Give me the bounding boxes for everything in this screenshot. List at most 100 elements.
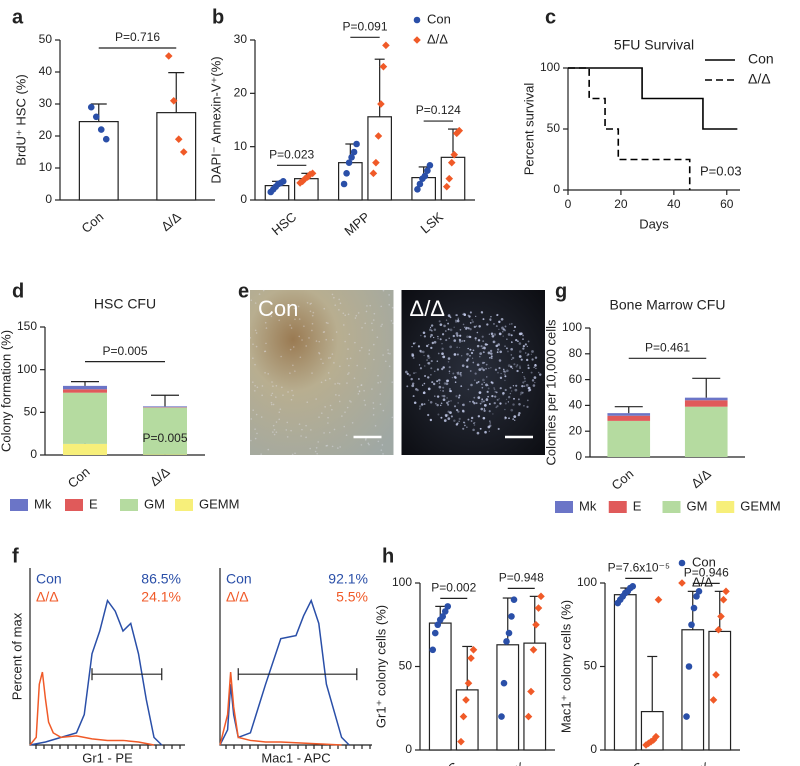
cell [490, 352, 493, 355]
data-point [534, 604, 543, 612]
cell [534, 363, 537, 366]
cell [457, 410, 460, 413]
cell [411, 384, 415, 388]
image-label: Δ/Δ [410, 296, 446, 321]
legend-swatch [662, 501, 681, 513]
cell [490, 316, 492, 318]
series-percent: 92.1% [328, 571, 368, 587]
cell [491, 394, 494, 398]
cell [452, 372, 455, 375]
texture [339, 302, 342, 305]
texture [365, 437, 367, 440]
series-name: Δ/Δ [226, 589, 249, 605]
cell [498, 332, 502, 336]
texture [373, 312, 376, 315]
cell [470, 383, 473, 387]
texture [349, 400, 351, 402]
cell [418, 405, 422, 408]
cell [524, 380, 526, 383]
data-point [678, 579, 686, 587]
cell [471, 357, 474, 359]
cell [421, 384, 424, 386]
cell [490, 355, 493, 358]
cell [463, 313, 467, 316]
cell [513, 415, 517, 418]
cell [458, 417, 461, 421]
cell [441, 352, 444, 356]
series-name: Con [226, 571, 252, 587]
histogram-line [29, 671, 155, 746]
cell [455, 332, 459, 335]
cell [437, 413, 440, 416]
cell [484, 430, 487, 434]
texture [283, 309, 285, 311]
cell [507, 401, 509, 403]
cell [411, 354, 415, 357]
texture [272, 431, 274, 433]
cell [450, 415, 453, 418]
data-point [442, 182, 451, 191]
texture [325, 321, 328, 324]
cell [443, 419, 447, 422]
cell [453, 405, 457, 408]
cell [498, 320, 501, 324]
texture [312, 311, 315, 314]
cell [434, 395, 436, 397]
texture [255, 332, 258, 334]
texture [294, 318, 296, 321]
cell [522, 347, 525, 350]
cell [516, 369, 519, 373]
cell [452, 334, 455, 338]
texture [272, 424, 275, 427]
texture [338, 383, 341, 385]
cell [431, 381, 434, 384]
y-axis-label: BrdU⁺ HSC (%) [13, 74, 28, 165]
cell [427, 413, 430, 417]
cell [513, 325, 517, 329]
texture [309, 310, 312, 313]
texture [275, 396, 277, 398]
data-point [693, 593, 700, 600]
cell [526, 399, 529, 402]
y-tick-label: 20 [234, 86, 248, 100]
cell [459, 334, 462, 337]
cell [480, 400, 484, 403]
texture [371, 388, 373, 390]
texture [250, 418, 253, 420]
chart-title: 5FU Survival [614, 37, 694, 53]
cell [529, 389, 532, 391]
cell [446, 397, 449, 399]
cell [449, 316, 452, 319]
cell [412, 342, 415, 345]
cell [425, 344, 429, 348]
cell [426, 359, 428, 361]
cell [498, 359, 502, 362]
data-point [629, 583, 637, 590]
texture [275, 384, 278, 387]
texture [305, 424, 307, 427]
bar-segment [63, 443, 107, 455]
cell [480, 345, 483, 348]
data-point [505, 629, 513, 637]
texture [346, 357, 349, 360]
cell [422, 331, 426, 334]
texture [254, 329, 257, 332]
texture [310, 429, 312, 431]
data-point [174, 135, 183, 143]
cell [488, 403, 491, 405]
texture [254, 437, 257, 440]
data-point [441, 608, 449, 615]
bar [338, 162, 363, 201]
cell [473, 424, 476, 426]
cell [517, 340, 519, 343]
data-point [279, 178, 287, 185]
texture [331, 293, 334, 296]
cell [418, 364, 421, 366]
cell [515, 365, 518, 368]
y-tick-label: 30 [39, 96, 53, 110]
cell [480, 367, 484, 370]
texture [292, 394, 294, 397]
cell [420, 403, 424, 406]
series-name: Δ/Δ [36, 589, 59, 605]
legend-label: Con [427, 11, 451, 26]
